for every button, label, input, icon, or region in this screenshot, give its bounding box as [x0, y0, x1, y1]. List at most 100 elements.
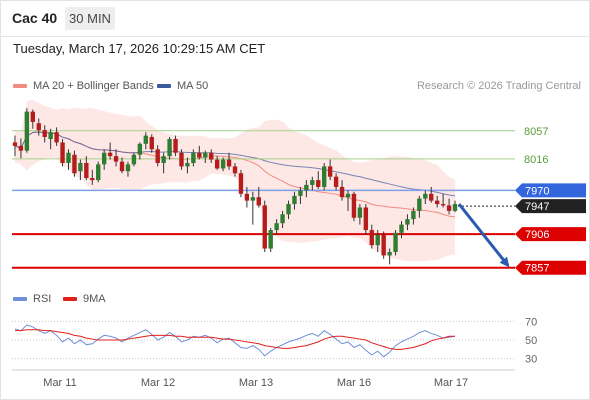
- x-tick-label: Mar 16: [337, 377, 371, 389]
- candle: [411, 210, 416, 220]
- current-price-label: 7947: [525, 201, 549, 213]
- ma50-label: MA 50: [177, 80, 209, 92]
- rsi-tick-label: 50: [525, 335, 537, 347]
- ma20-label: MA 20 + Bollinger Bands: [33, 80, 154, 92]
- ma50-line: [14, 131, 456, 197]
- candle: [143, 135, 148, 144]
- candle: [137, 143, 143, 155]
- candle: [345, 193, 351, 198]
- candle: [298, 190, 303, 196]
- resistance-label: 8057: [524, 126, 548, 138]
- candle: [322, 166, 327, 187]
- credit-label: Research © 2026 Trading Central: [416, 80, 581, 92]
- candle: [375, 234, 380, 246]
- candle: [417, 198, 422, 211]
- candle: [280, 214, 285, 224]
- candle: [90, 178, 95, 181]
- candle: [113, 156, 119, 162]
- rsi-line: [14, 324, 456, 358]
- candle: [405, 219, 410, 225]
- candle: [107, 152, 113, 157]
- candle: [173, 139, 178, 153]
- ma50-swatch: [157, 84, 171, 89]
- candle: [60, 142, 65, 163]
- candle: [12, 142, 18, 146]
- rsi-ma-line: [14, 329, 456, 350]
- candle: [333, 176, 339, 187]
- candle: [423, 193, 428, 199]
- x-tick-label: Mar 17: [434, 377, 468, 389]
- x-tick-label: Mar 12: [141, 377, 175, 389]
- candle: [125, 164, 131, 172]
- candle: [66, 152, 71, 163]
- candle: [268, 230, 273, 249]
- candle: [119, 161, 125, 172]
- candle: [393, 232, 398, 252]
- candle: [24, 111, 30, 151]
- datetime-label: Tuesday, March 17, 2026 10:29:15 AM CET: [13, 41, 266, 56]
- candle: [446, 205, 452, 211]
- candle: [101, 152, 107, 165]
- support-tag: [515, 260, 586, 275]
- legend-ma50: MA 50: [157, 80, 208, 92]
- candle: [292, 195, 297, 205]
- candle: [429, 193, 434, 201]
- top-bar: Cac 40 30 MIN: [0, 0, 590, 36]
- candle: [197, 152, 202, 158]
- candle: [191, 152, 196, 163]
- candle: [167, 139, 172, 157]
- candle: [238, 173, 244, 194]
- candle: [161, 156, 166, 163]
- bollinger-band: [14, 100, 456, 262]
- candle: [203, 152, 208, 158]
- candle: [434, 200, 440, 205]
- forecast-arrow-head: [499, 256, 510, 268]
- candle: [339, 186, 345, 198]
- candle: [209, 152, 214, 160]
- candle: [440, 204, 446, 206]
- candle: [185, 162, 190, 167]
- rsi-tick-label: 70: [525, 316, 537, 328]
- candle: [48, 132, 53, 140]
- candle: [274, 223, 279, 231]
- candle: [72, 154, 77, 174]
- legend-ma20: MA 20 + Bollinger Bands: [13, 80, 154, 92]
- candle: [155, 149, 160, 163]
- candle: [54, 132, 59, 143]
- candle: [357, 207, 363, 218]
- legend-rsi-ma: 9MA: [63, 293, 106, 305]
- candle: [351, 193, 357, 218]
- current-price-tag: [515, 199, 586, 214]
- support-label: 7906: [525, 229, 549, 241]
- candle: [363, 207, 369, 231]
- candle: [42, 130, 47, 137]
- candle: [30, 111, 36, 122]
- candle: [78, 162, 83, 172]
- candle: [131, 154, 137, 165]
- candle: [327, 166, 333, 177]
- candle: [256, 197, 261, 206]
- candle: [387, 251, 392, 256]
- resistance-label: 8016: [524, 154, 548, 166]
- candle: [232, 166, 238, 174]
- candle: [286, 204, 291, 215]
- rsi-label: RSI: [33, 293, 52, 305]
- pivot-label: 7970: [525, 185, 549, 197]
- candle: [452, 204, 458, 211]
- candle: [179, 152, 184, 167]
- rsi-ma-swatch: [63, 297, 77, 302]
- rsi-swatch: [13, 297, 27, 302]
- forecast-arrow: [457, 203, 509, 266]
- candle: [250, 197, 256, 201]
- symbol-label: Cac 40: [12, 10, 58, 26]
- timeframe-button[interactable]: 30 MIN: [65, 7, 115, 30]
- candle: [244, 193, 250, 201]
- candle: [399, 224, 404, 233]
- candle: [36, 123, 41, 131]
- candle: [316, 180, 321, 187]
- candle: [262, 205, 267, 249]
- support-tag: [515, 227, 586, 242]
- rsi-tick-label: 30: [525, 354, 537, 366]
- x-tick-label: Mar 11: [43, 377, 76, 389]
